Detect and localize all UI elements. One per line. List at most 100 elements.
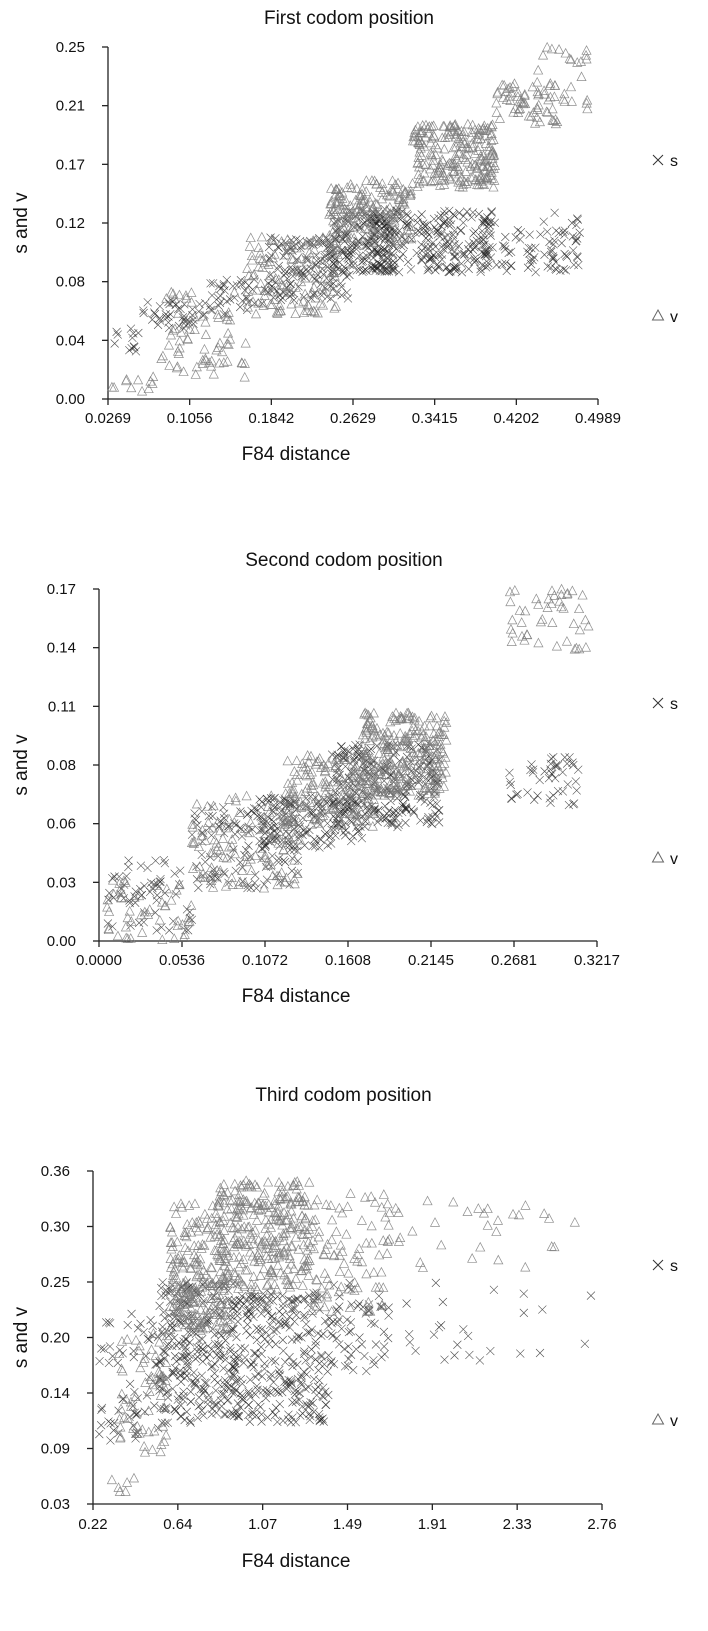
point-v bbox=[360, 231, 371, 242]
point-s bbox=[244, 1400, 253, 1410]
point-s bbox=[301, 1384, 310, 1394]
point-s bbox=[443, 237, 453, 247]
point-v bbox=[226, 840, 238, 851]
point-v bbox=[433, 165, 444, 175]
point-s bbox=[292, 828, 301, 838]
point-v bbox=[205, 870, 216, 881]
point-v bbox=[324, 229, 335, 240]
point-v bbox=[282, 1209, 293, 1219]
point-v bbox=[214, 337, 226, 348]
point-v bbox=[421, 750, 432, 760]
point-v bbox=[122, 1413, 133, 1423]
point-v bbox=[487, 147, 498, 158]
point-v bbox=[409, 712, 420, 723]
point-v bbox=[165, 1237, 176, 1247]
point-s bbox=[155, 1358, 165, 1368]
point-v bbox=[251, 284, 262, 295]
point-v bbox=[292, 774, 303, 785]
point-v bbox=[206, 862, 217, 872]
point-v bbox=[282, 1264, 293, 1274]
point-v bbox=[480, 156, 491, 166]
y-tick-label: 0.12 bbox=[56, 215, 85, 232]
point-v bbox=[248, 1209, 259, 1219]
point-s bbox=[487, 208, 496, 217]
point-v bbox=[201, 1223, 212, 1234]
point-v bbox=[492, 88, 503, 99]
point-s bbox=[507, 794, 516, 803]
point-s bbox=[462, 207, 472, 216]
point-v bbox=[463, 143, 474, 154]
point-v bbox=[410, 774, 421, 784]
point-v bbox=[487, 119, 498, 129]
point-v bbox=[281, 1241, 292, 1252]
point-v bbox=[178, 1287, 189, 1297]
point-v bbox=[178, 1262, 189, 1273]
point-v bbox=[533, 88, 544, 98]
point-v bbox=[286, 253, 297, 263]
point-v bbox=[522, 629, 533, 640]
point-s bbox=[453, 1340, 462, 1349]
point-v bbox=[205, 1280, 216, 1290]
point-s bbox=[95, 1356, 104, 1366]
point-v bbox=[250, 1281, 261, 1291]
point-v bbox=[262, 860, 273, 870]
point-v bbox=[179, 1227, 190, 1238]
point-s bbox=[207, 291, 217, 300]
point-s bbox=[319, 270, 328, 279]
point-s bbox=[556, 266, 565, 275]
point-s bbox=[480, 249, 490, 259]
point-v bbox=[329, 238, 340, 248]
point-s bbox=[418, 219, 428, 228]
point-v bbox=[279, 1269, 290, 1280]
point-v bbox=[205, 1261, 217, 1272]
point-v bbox=[310, 1214, 321, 1224]
point-s bbox=[305, 1415, 314, 1425]
point-v bbox=[192, 1269, 203, 1280]
point-v bbox=[393, 1236, 404, 1246]
point-s bbox=[346, 1327, 356, 1336]
point-s bbox=[105, 1319, 115, 1328]
point-s bbox=[526, 259, 536, 269]
point-v bbox=[374, 729, 386, 739]
point-s bbox=[260, 1364, 269, 1374]
point-v bbox=[218, 1179, 229, 1189]
data-points bbox=[95, 1175, 596, 1496]
point-v bbox=[126, 1401, 137, 1411]
point-v bbox=[366, 1191, 377, 1201]
point-s bbox=[108, 1351, 117, 1361]
point-s bbox=[226, 1315, 235, 1324]
point-v bbox=[308, 1243, 319, 1254]
point-v bbox=[474, 174, 485, 184]
point-v bbox=[288, 783, 299, 794]
point-s bbox=[274, 261, 284, 271]
point-v bbox=[174, 878, 185, 889]
point-v bbox=[217, 833, 228, 843]
point-v bbox=[345, 786, 356, 796]
point-s bbox=[551, 761, 561, 770]
point-s bbox=[163, 1288, 173, 1297]
point-v bbox=[381, 769, 392, 780]
point-v bbox=[266, 1202, 277, 1212]
point-v bbox=[115, 1432, 126, 1443]
point-s bbox=[209, 1398, 219, 1407]
point-v bbox=[405, 780, 416, 790]
point-s bbox=[433, 262, 443, 271]
point-v bbox=[171, 362, 182, 373]
x-tick-label: 0.1608 bbox=[325, 952, 371, 969]
legend-v-label: v bbox=[670, 309, 678, 326]
point-s bbox=[402, 220, 412, 230]
point-v bbox=[228, 1222, 240, 1233]
point-s bbox=[290, 1295, 300, 1305]
point-v bbox=[219, 1210, 230, 1221]
point-s bbox=[401, 804, 411, 814]
point-s bbox=[195, 299, 204, 309]
point-v bbox=[278, 1230, 289, 1241]
point-s bbox=[356, 822, 365, 831]
point-v bbox=[301, 236, 312, 247]
point-v bbox=[238, 1235, 249, 1246]
point-s bbox=[150, 308, 159, 317]
point-v bbox=[430, 149, 441, 160]
point-v bbox=[288, 839, 299, 850]
point-s bbox=[312, 1390, 321, 1400]
point-s bbox=[426, 818, 436, 828]
